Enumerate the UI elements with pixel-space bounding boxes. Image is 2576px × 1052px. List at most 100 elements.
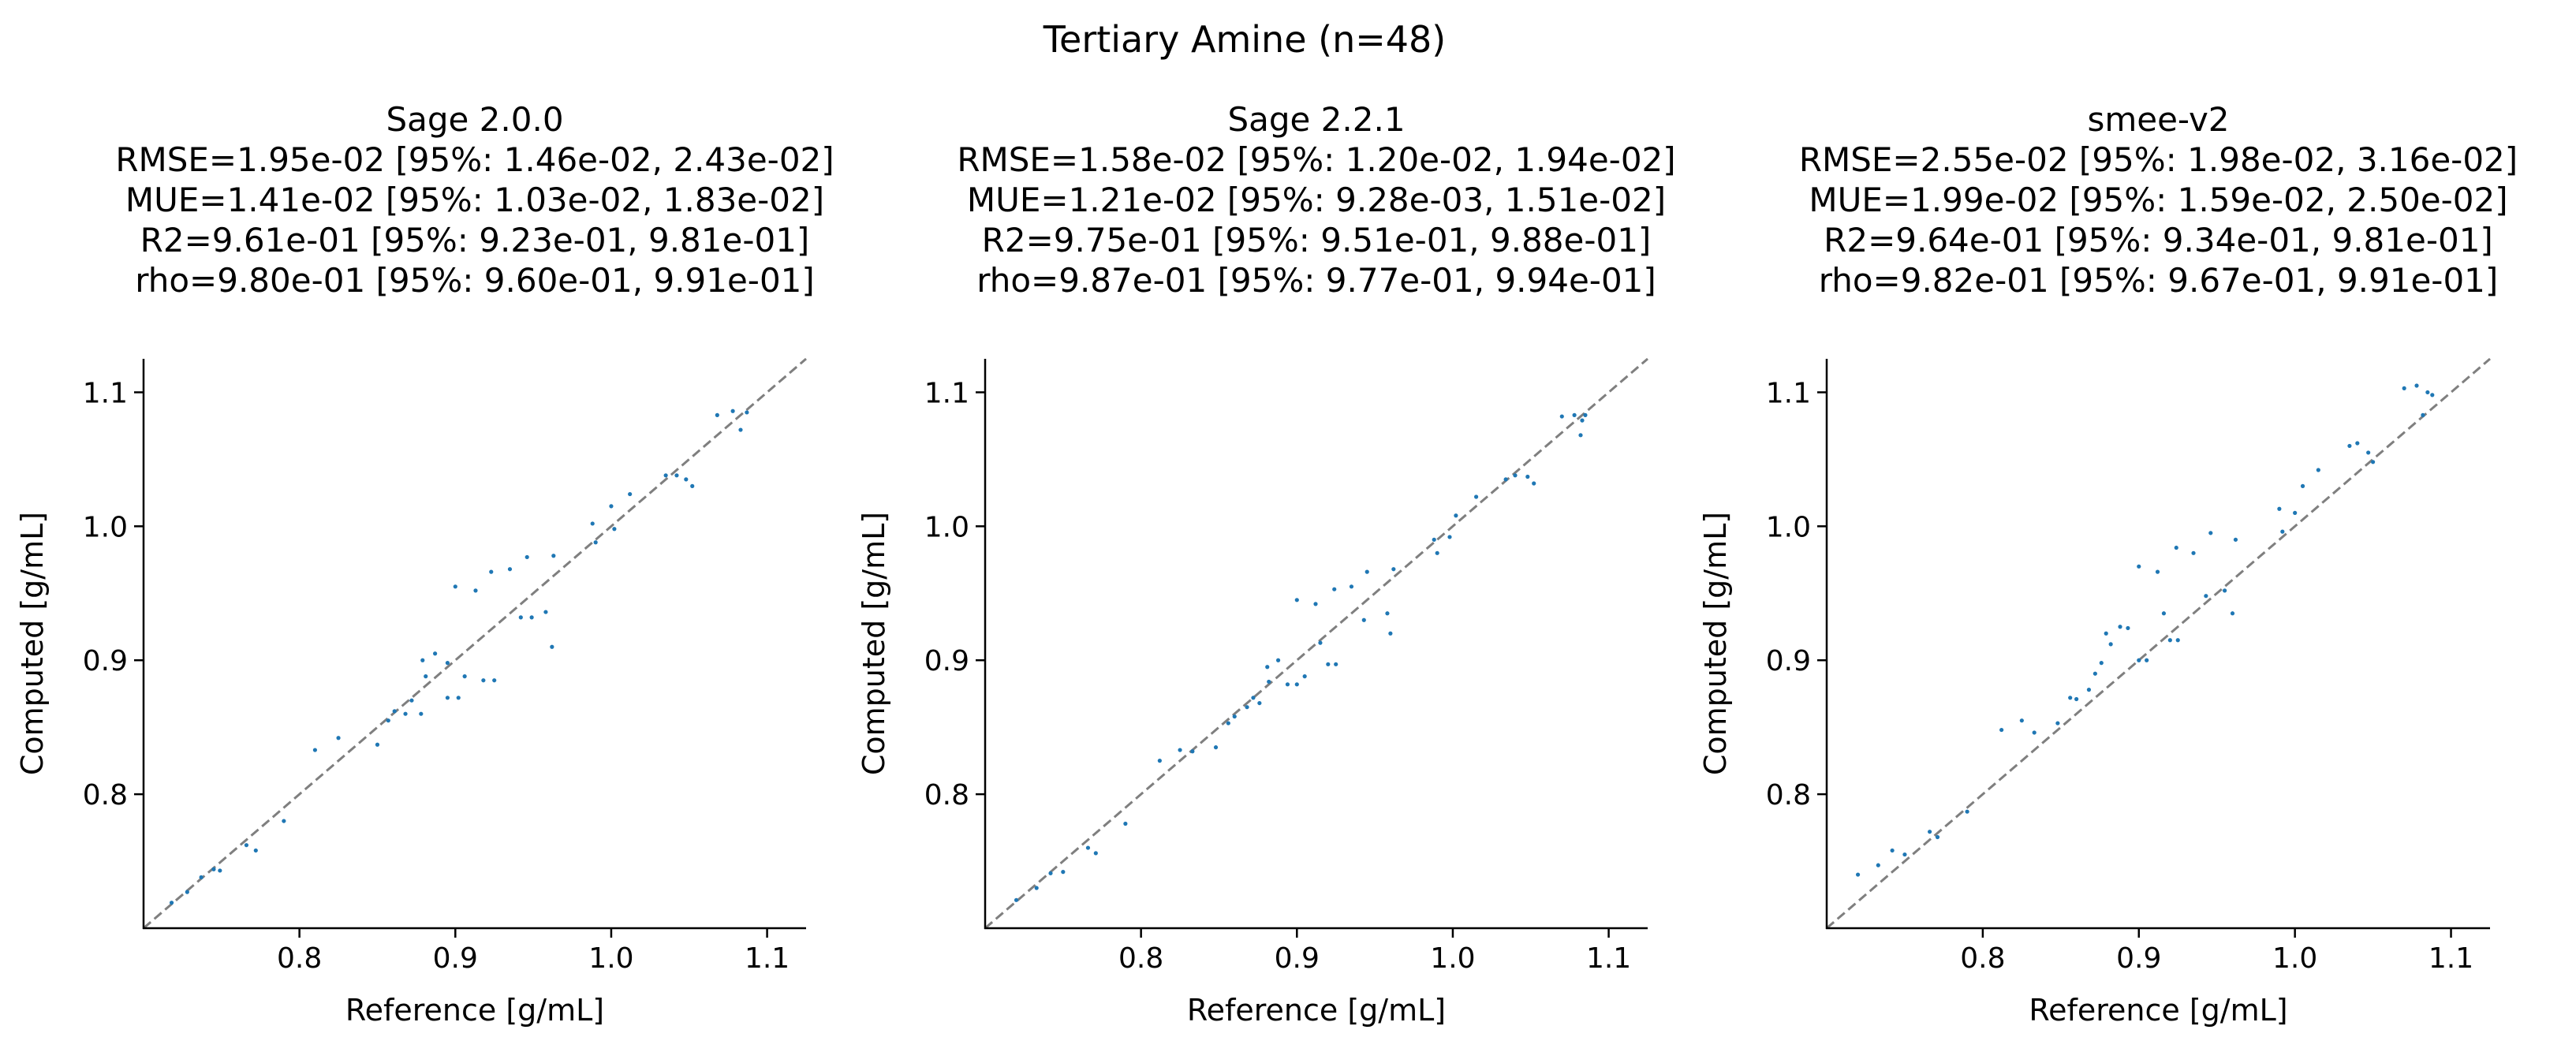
data-point [1388, 631, 1393, 636]
data-point [2108, 642, 2113, 647]
data-point [2430, 393, 2435, 397]
y-tick-label: 0.9 [83, 645, 128, 677]
panel-title-line: MUE=1.21e-02 [95%: 9.28e-03, 1.51e-02] [967, 181, 1666, 219]
y-axis-label: Computed [g/mL] [857, 512, 891, 775]
data-point [1157, 759, 1162, 763]
data-point [2204, 594, 2208, 599]
data-point [715, 412, 719, 417]
y-tick-label: 0.8 [83, 779, 128, 811]
y-tick-label: 1.0 [83, 511, 128, 543]
data-point [2355, 441, 2360, 446]
data-point [244, 843, 249, 848]
data-point [1361, 617, 1366, 622]
data-point [1085, 845, 1091, 850]
data-point [2118, 625, 2122, 629]
data-point [2175, 638, 2180, 643]
data-point [2208, 531, 2213, 535]
data-point [1935, 834, 1940, 840]
data-point [593, 540, 598, 545]
figure-suptitle: Tertiary Amine (n=48) [1043, 18, 1447, 61]
data-point [1559, 414, 1564, 419]
x-axis-label: Reference [g/mL] [1187, 993, 1446, 1028]
panel-title-line: R2=9.75e-01 [95%: 9.51e-01, 9.88e-01] [982, 221, 1652, 259]
identity-line [143, 357, 807, 930]
data-point [1332, 587, 1337, 591]
data-point [2191, 550, 2196, 555]
data-point [1902, 852, 1907, 857]
data-point [492, 678, 497, 683]
data-point [1061, 870, 1066, 875]
x-tick-label: 0.9 [2116, 942, 2161, 975]
data-point [2300, 483, 2305, 488]
y-tick-label: 0.8 [924, 779, 969, 811]
x-tick-label: 1.1 [745, 942, 790, 975]
data-point [1048, 871, 1053, 875]
data-point [169, 901, 174, 905]
data-point [2230, 611, 2235, 616]
data-point [1226, 721, 1230, 726]
data-point [456, 696, 461, 700]
data-point [2155, 569, 2160, 574]
x-tick-label: 1.1 [1586, 942, 1631, 975]
y-axis-label: Computed [g/mL] [1698, 512, 1733, 775]
data-point [2126, 625, 2130, 631]
identity-line [1826, 357, 2491, 930]
data-point [2280, 529, 2285, 534]
panel-title-line: R2=9.64e-01 [95%: 9.34e-01, 9.81e-01] [1824, 221, 2493, 259]
data-point [2347, 443, 2352, 449]
data-point [628, 491, 633, 497]
data-point [2414, 383, 2419, 388]
data-point [386, 718, 390, 723]
data-point [2174, 545, 2178, 550]
y-tick-label: 0.8 [1766, 779, 1811, 811]
data-point [1473, 494, 1479, 499]
data-point [1890, 848, 1895, 853]
data-point [1014, 897, 1019, 902]
data-point [2145, 658, 2149, 662]
data-point [2093, 671, 2097, 676]
data-point [609, 504, 614, 509]
data-point [375, 742, 380, 747]
data-point [199, 875, 203, 880]
x-tick-label: 0.9 [1275, 942, 1320, 975]
y-tick-label: 0.9 [1766, 645, 1811, 677]
panel-title-line: MUE=1.99e-02 [95%: 1.59e-02, 2.50e-02] [1809, 181, 2507, 219]
data-point [282, 819, 286, 823]
data-point [312, 748, 318, 752]
data-point [409, 698, 414, 703]
panel-title-line: Sage 2.2.1 [1227, 100, 1405, 139]
data-point [1178, 748, 1182, 752]
panel-title-line: rho=9.82e-01 [95%: 9.67e-01, 9.91e-01] [1819, 261, 2499, 300]
data-point [1257, 700, 1262, 706]
data-point [1532, 481, 1536, 486]
data-point [1580, 418, 1585, 423]
panel-title-line: rho=9.87e-01 [95%: 9.77e-01, 9.94e-01] [976, 261, 1656, 300]
y-tick-label: 1.1 [83, 377, 128, 409]
x-tick-label: 0.8 [1118, 942, 1163, 975]
data-point [2425, 390, 2430, 395]
data-point [1313, 602, 1318, 606]
data-point [2019, 718, 2024, 723]
data-point [2161, 611, 2167, 616]
data-point [403, 711, 408, 716]
data-point [2402, 386, 2406, 390]
data-point [336, 736, 341, 741]
data-point [1578, 433, 1583, 438]
data-point [1093, 851, 1098, 856]
data-point [1447, 535, 1452, 539]
x-tick-label: 1.1 [2429, 942, 2473, 975]
data-point [445, 696, 450, 700]
data-point [489, 569, 494, 574]
data-point [2032, 730, 2037, 735]
identity-line [984, 357, 1648, 930]
data-point [1525, 474, 1530, 479]
data-point [2099, 661, 2104, 666]
y-tick-label: 1.0 [924, 511, 969, 543]
panel-title-line: MUE=1.41e-02 [95%: 1.03e-02, 1.83e-02] [125, 181, 824, 219]
panel-title-line: rho=9.80e-01 [95%: 9.60e-01, 9.91e-01] [135, 261, 815, 300]
data-point [218, 868, 222, 873]
